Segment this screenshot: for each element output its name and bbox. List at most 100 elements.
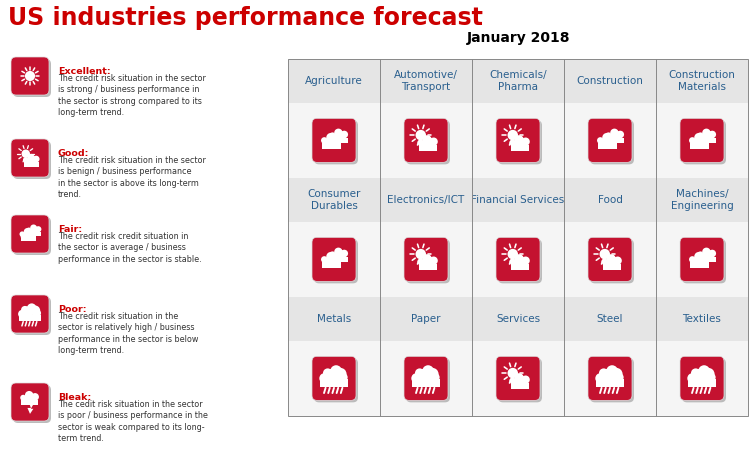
FancyBboxPatch shape [496, 356, 540, 401]
FancyBboxPatch shape [314, 358, 358, 402]
Circle shape [511, 260, 520, 269]
Circle shape [691, 369, 706, 383]
Bar [22, 401, 38, 405]
Bar [688, 379, 715, 387]
Bar [691, 262, 709, 268]
Circle shape [609, 135, 617, 144]
Circle shape [336, 250, 346, 260]
Circle shape [517, 138, 528, 149]
Circle shape [425, 138, 435, 149]
FancyBboxPatch shape [13, 385, 51, 423]
FancyBboxPatch shape [11, 57, 49, 95]
Circle shape [704, 250, 714, 260]
FancyBboxPatch shape [682, 239, 726, 283]
Circle shape [597, 137, 604, 144]
Circle shape [508, 130, 518, 140]
Bar [419, 264, 437, 270]
Circle shape [510, 258, 516, 265]
Text: Financial Services: Financial Services [471, 195, 565, 205]
Circle shape [416, 130, 426, 140]
FancyBboxPatch shape [498, 120, 542, 164]
FancyBboxPatch shape [11, 383, 49, 421]
Circle shape [25, 71, 35, 81]
Circle shape [689, 137, 696, 144]
Circle shape [26, 230, 35, 239]
FancyBboxPatch shape [496, 118, 540, 163]
Circle shape [514, 135, 524, 145]
Circle shape [334, 128, 343, 137]
FancyBboxPatch shape [498, 358, 542, 402]
Circle shape [514, 373, 524, 383]
Bar [19, 315, 41, 321]
Text: The credit risk situation in the
sector is relatively high / business
performanc: The credit risk situation in the sector … [58, 312, 198, 356]
Circle shape [334, 254, 342, 263]
Circle shape [604, 136, 615, 147]
Circle shape [508, 249, 518, 259]
Circle shape [22, 396, 30, 404]
Bar [413, 379, 440, 387]
Text: Excellent:: Excellent: [58, 67, 111, 76]
Circle shape [429, 256, 437, 265]
Bar [511, 383, 529, 389]
Bar [511, 146, 529, 151]
FancyBboxPatch shape [13, 297, 51, 335]
Circle shape [431, 373, 440, 382]
FancyBboxPatch shape [404, 356, 448, 401]
Bar [607, 138, 623, 143]
Text: Construction
Materials: Construction Materials [669, 70, 736, 91]
Circle shape [511, 141, 520, 150]
Circle shape [330, 132, 336, 138]
Circle shape [699, 253, 707, 261]
Circle shape [35, 226, 41, 232]
Text: Electronics/ICT: Electronics/ICT [387, 195, 465, 205]
Circle shape [605, 132, 611, 138]
Text: Poor:: Poor: [58, 305, 87, 314]
FancyBboxPatch shape [406, 120, 450, 164]
Circle shape [698, 365, 710, 377]
FancyBboxPatch shape [13, 141, 51, 179]
Text: Automotive/
Transport: Automotive/ Transport [394, 70, 458, 91]
Circle shape [602, 133, 611, 142]
Circle shape [322, 138, 332, 148]
Circle shape [321, 137, 328, 144]
FancyBboxPatch shape [312, 356, 356, 401]
Circle shape [18, 310, 26, 318]
Bar [288, 103, 748, 178]
Bar [331, 257, 348, 262]
Circle shape [22, 149, 30, 158]
Circle shape [25, 391, 33, 400]
Circle shape [417, 258, 424, 265]
Circle shape [20, 233, 29, 240]
Circle shape [24, 158, 32, 166]
FancyBboxPatch shape [496, 237, 540, 282]
Circle shape [707, 373, 715, 382]
Bar [322, 143, 341, 149]
Circle shape [331, 365, 342, 377]
FancyBboxPatch shape [11, 295, 49, 333]
Circle shape [334, 247, 343, 256]
Bar [288, 341, 748, 416]
Circle shape [599, 138, 608, 148]
Bar [320, 379, 348, 387]
Circle shape [422, 135, 431, 145]
Circle shape [340, 250, 348, 257]
FancyBboxPatch shape [590, 239, 634, 283]
Bar [288, 178, 748, 222]
Circle shape [508, 368, 518, 378]
Circle shape [599, 368, 608, 378]
Circle shape [426, 368, 438, 381]
Circle shape [422, 254, 431, 264]
Circle shape [27, 303, 36, 313]
Circle shape [334, 368, 346, 381]
Circle shape [510, 377, 516, 384]
FancyBboxPatch shape [312, 237, 356, 282]
Circle shape [522, 256, 530, 265]
Circle shape [26, 228, 31, 232]
Text: Steel: Steel [596, 314, 623, 324]
Circle shape [687, 373, 698, 383]
Circle shape [522, 375, 530, 384]
Circle shape [429, 137, 437, 146]
FancyBboxPatch shape [13, 59, 51, 97]
Text: Metals: Metals [317, 314, 351, 324]
Circle shape [419, 141, 428, 150]
